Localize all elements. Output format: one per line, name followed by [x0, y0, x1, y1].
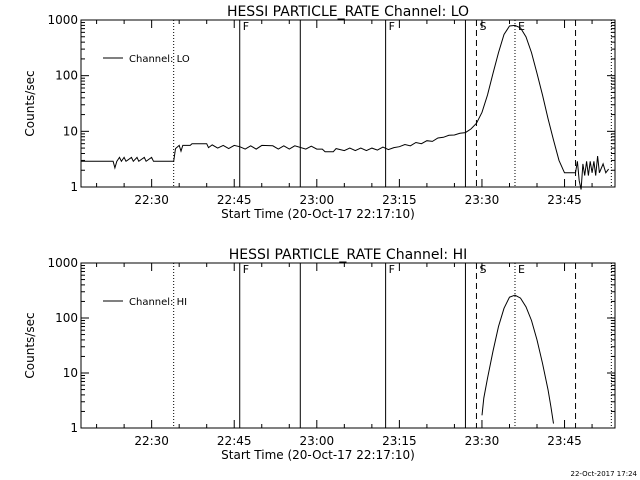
y-tick-label: 100: [55, 311, 78, 325]
x-axis-label: Start Time (20-Oct-17 22:17:10): [221, 207, 415, 221]
marker-label: E: [518, 20, 525, 33]
legend-label: Channel: LO: [129, 54, 190, 65]
marker-label: S: [479, 20, 486, 33]
chart-lo-channel: HESSI PARTICLE_RATE Channel: LOF F S E 1 10 10…: [23, 4, 616, 221]
x-tick-label: 23:30: [465, 434, 500, 448]
marker-label: F: [243, 20, 249, 33]
marker-label: F: [243, 263, 249, 276]
series-line: [81, 24, 609, 190]
y-tick-label: 1000: [47, 13, 78, 27]
chart-title: HESSI PARTICLE_RATE Channel: HI: [229, 247, 467, 263]
y-tick-label: 1: [70, 421, 78, 435]
y-tick-label: 10: [63, 124, 78, 138]
legend-label: Channel: HI: [129, 297, 187, 308]
chart-hi-channel: HESSI PARTICLE_RATE Channel: HIF F S E 1 10 10…: [23, 247, 616, 462]
y-tick-label: 1: [70, 180, 78, 194]
x-axis-label: Start Time (20-Oct-17 22:17:10): [221, 448, 415, 462]
x-tick-label: 22:30: [134, 193, 169, 207]
marker-label: E: [518, 263, 525, 276]
x-tick-label: 22:30: [134, 434, 169, 448]
y-tick-label: 10: [63, 366, 78, 380]
marker-label: F: [389, 20, 395, 33]
x-tick-label: 23:45: [547, 434, 582, 448]
x-tick-label: 23:15: [382, 193, 417, 207]
series-line: [481, 294, 554, 424]
x-tick-label: 23:45: [547, 193, 582, 207]
y-tick-label: 100: [55, 69, 78, 83]
x-tick-label: 23:00: [300, 193, 335, 207]
x-tick-label: 22:45: [217, 434, 252, 448]
marker-label: S: [479, 263, 486, 276]
x-tick-label: 22:45: [217, 193, 252, 207]
y-axis-label: Counts/sec: [23, 70, 37, 136]
plot-frame: [80, 262, 616, 429]
plot-frame: [80, 19, 616, 188]
x-tick-label: 23:30: [465, 193, 500, 207]
y-axis-label: Counts/sec: [23, 312, 37, 378]
chart-title: HESSI PARTICLE_RATE Channel: LO: [227, 4, 469, 20]
footer-timestamp: 22-Oct-2017 17:24: [571, 470, 638, 478]
x-tick-label: 23:00: [300, 434, 335, 448]
x-tick-label: 23:15: [382, 434, 417, 448]
marker-label: F: [389, 263, 395, 276]
y-tick-label: 1000: [47, 256, 78, 270]
